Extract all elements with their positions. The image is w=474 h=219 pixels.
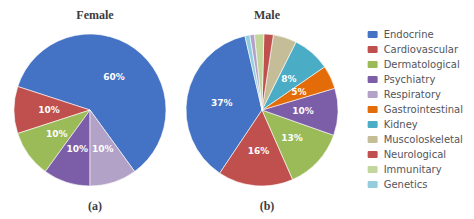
svg-text:16%: 16% — [248, 146, 270, 156]
svg-text:Immunitary: Immunitary — [384, 164, 442, 175]
svg-text:Neurological: Neurological — [384, 149, 446, 160]
svg-text:Male: Male — [254, 8, 281, 22]
svg-text:37%: 37% — [211, 98, 233, 108]
svg-text:Psychiatry: Psychiatry — [384, 74, 436, 85]
svg-text:5%: 5% — [291, 87, 306, 97]
svg-text:60%: 60% — [103, 72, 125, 82]
svg-text:Respiratory: Respiratory — [384, 89, 441, 100]
svg-text:10%: 10% — [67, 144, 89, 154]
svg-text:10%: 10% — [38, 105, 60, 115]
svg-text:10%: 10% — [46, 129, 68, 139]
svg-text:Kidney: Kidney — [384, 119, 418, 130]
svg-text:Gastrointestinal: Gastrointestinal — [384, 104, 463, 115]
svg-text:Endocrine: Endocrine — [384, 29, 434, 40]
svg-text:Female: Female — [76, 8, 114, 22]
svg-text:Dermatological: Dermatological — [384, 59, 460, 70]
svg-text:(a): (a) — [88, 199, 102, 213]
svg-text:Muscoloskeletal: Muscoloskeletal — [384, 134, 463, 145]
svg-text:13%: 13% — [281, 133, 303, 143]
svg-text:(b): (b) — [260, 199, 275, 213]
svg-text:8%: 8% — [281, 74, 296, 84]
svg-text:10%: 10% — [292, 106, 314, 116]
svg-text:10%: 10% — [92, 144, 114, 154]
svg-text:Genetics: Genetics — [384, 179, 428, 190]
svg-text:Cardiovascular: Cardiovascular — [384, 44, 459, 55]
